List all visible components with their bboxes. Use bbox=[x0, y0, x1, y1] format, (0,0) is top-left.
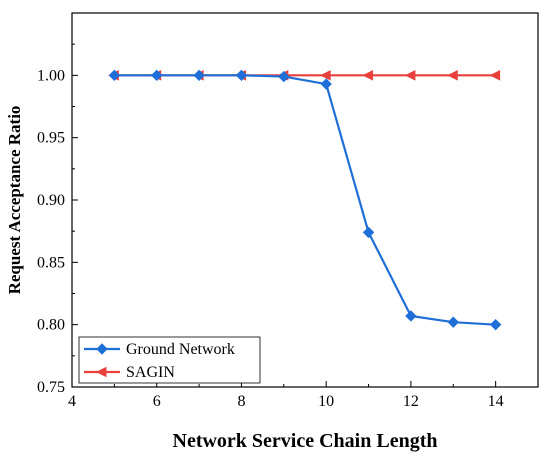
y-axis-title: Request Acceptance Ratio bbox=[5, 106, 24, 295]
sagin-point bbox=[404, 70, 416, 81]
ground-network-point bbox=[447, 316, 459, 328]
ground-network-point bbox=[405, 310, 417, 322]
y-tick-label: 0.75 bbox=[37, 379, 65, 396]
x-tick-label: 8 bbox=[237, 393, 245, 410]
y-tick-label: 0.80 bbox=[37, 317, 65, 334]
ground-network-line bbox=[114, 74, 496, 326]
ground-network-point bbox=[108, 69, 121, 82]
sagin-point bbox=[489, 70, 501, 81]
ground-network-series bbox=[108, 69, 502, 331]
ground-network-point bbox=[235, 69, 248, 82]
x-axis-title: Network Service Chain Length bbox=[173, 430, 438, 452]
ground-network-point bbox=[193, 69, 205, 82]
sagin-point bbox=[447, 70, 458, 81]
x-tick-label: 12 bbox=[403, 393, 419, 410]
ground-network-point bbox=[489, 318, 502, 331]
ground-network-legend-marker bbox=[96, 343, 108, 355]
legend-box bbox=[78, 336, 261, 384]
ground-network-point bbox=[278, 70, 290, 83]
y-tick-label: 0.95 bbox=[37, 130, 65, 147]
ground-network-point bbox=[151, 69, 163, 82]
sagin-legend-marker bbox=[95, 366, 107, 378]
x-tick-label: 4 bbox=[68, 393, 76, 410]
x-tick-label: 10 bbox=[318, 393, 334, 410]
y-tick-label: 1.00 bbox=[37, 67, 65, 84]
sagin-point bbox=[320, 70, 331, 81]
x-tick-label: 6 bbox=[153, 393, 161, 410]
ground-network-legend-label: Ground Network bbox=[126, 341, 235, 358]
sagin-legend-label: SAGIN bbox=[126, 364, 175, 381]
ground-network-point bbox=[320, 78, 332, 90]
sagin-point bbox=[362, 70, 374, 81]
y-tick-label: 0.85 bbox=[37, 254, 65, 271]
y-tick-label: 0.90 bbox=[37, 192, 65, 209]
plot-frame bbox=[71, 12, 539, 388]
legend: Ground Network SAGIN bbox=[78, 336, 261, 384]
ground-network-point bbox=[362, 226, 375, 239]
series-layer bbox=[108, 69, 502, 331]
axis-ticks: 4 6 8 10 12 14 0.75 0.80 0.85 0.90 0.95 1.00 bbox=[37, 43, 504, 410]
x-tick-label: 14 bbox=[488, 393, 504, 410]
